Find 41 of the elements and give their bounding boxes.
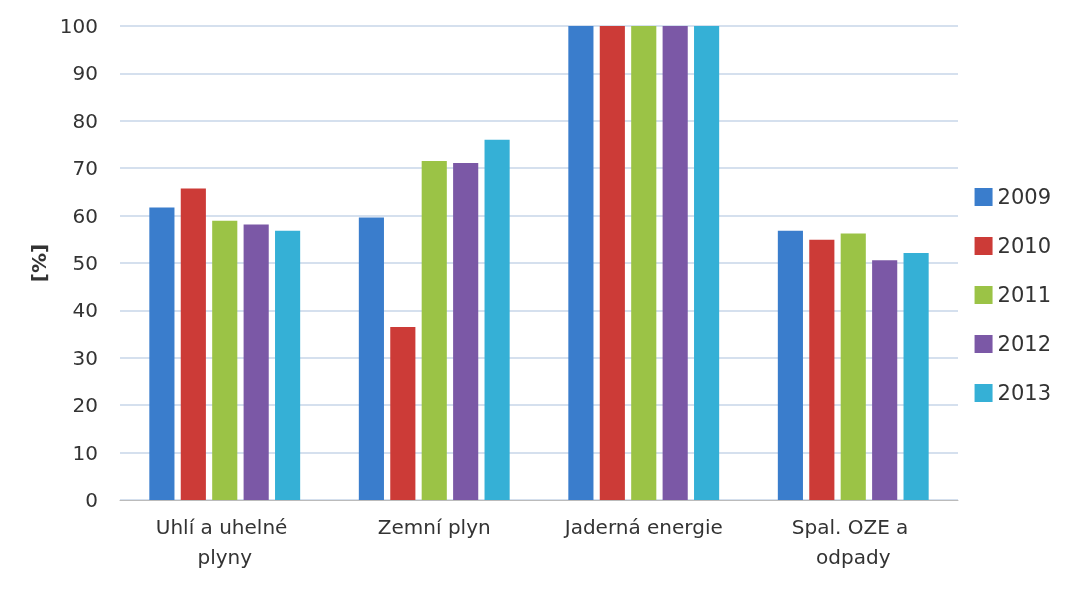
- bar: [275, 230, 301, 500]
- y-tick-label: 90: [72, 61, 98, 86]
- bar: [694, 26, 720, 500]
- legend-label: 2010: [997, 234, 1052, 258]
- legend-label: 2013: [997, 381, 1052, 405]
- y-tick-label: 70: [72, 156, 98, 181]
- bar: [662, 26, 688, 500]
- x-tick-label: Uhlí a uhelné plyny: [155, 515, 294, 569]
- y-tick-label: 50: [72, 251, 98, 275]
- bar: [631, 26, 657, 500]
- y-tick-label: 20: [72, 393, 98, 418]
- y-tick-label: 0: [85, 488, 98, 512]
- bar: [777, 230, 803, 500]
- y-tick-label: 10: [72, 440, 98, 465]
- bar: [809, 239, 835, 500]
- bar: [180, 188, 206, 500]
- bar: [358, 217, 384, 500]
- x-tick-label: Spal. OZE a odpady: [791, 515, 915, 569]
- bar: [599, 26, 625, 500]
- y-tick-label: 30: [72, 345, 98, 370]
- y-axis-title: [%]: [26, 243, 51, 283]
- y-tick-label: 100: [59, 14, 98, 38]
- legend-label: 2009: [997, 185, 1052, 209]
- y-tick-label: 80: [72, 108, 98, 133]
- legend-label: 2011: [997, 283, 1052, 307]
- x-tick-label: Jaderná energie: [562, 515, 723, 539]
- bar: [840, 233, 866, 500]
- x-tick-label: Zemní plyn: [377, 515, 491, 539]
- bar: [243, 224, 269, 500]
- bar: [453, 162, 479, 500]
- y-tick-label: 40: [72, 298, 98, 323]
- bar: [872, 260, 898, 500]
- bar: [212, 220, 238, 500]
- bar: [568, 26, 594, 500]
- bar: [484, 139, 510, 500]
- y-tick-label: 60: [72, 203, 98, 228]
- legend-label: 2012: [997, 332, 1052, 356]
- bar: [421, 161, 447, 500]
- bar: [390, 326, 416, 500]
- bar: [903, 253, 929, 500]
- bar: [149, 207, 175, 500]
